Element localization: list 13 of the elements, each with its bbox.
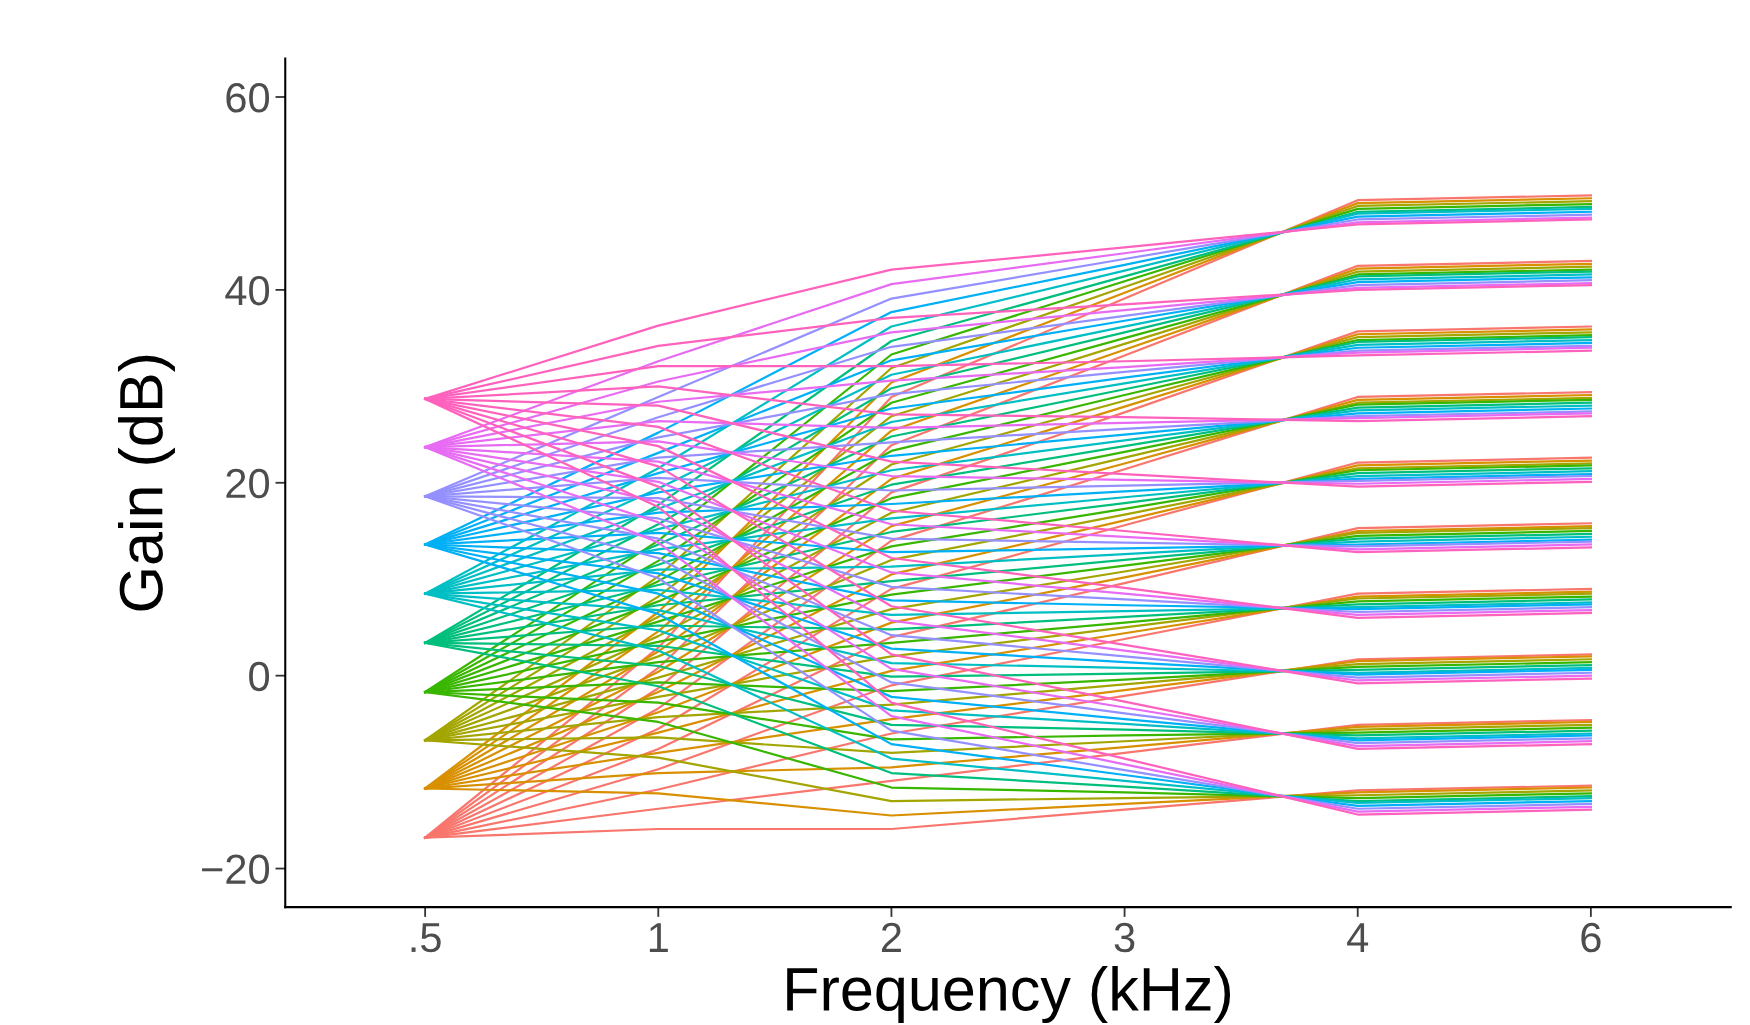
y-axis-title: Gain (dB) [118,355,175,611]
x-tick-label: 1 [649,923,668,952]
x-tick-label: 3 [1114,922,1135,953]
x-tick-label: 6 [1581,922,1601,953]
y-tick-label: 40 [225,275,270,306]
x-tick-label: 4 [1347,923,1369,952]
y-tick-label: 60 [226,83,270,113]
y-tick-label: −20 [202,854,270,885]
x-tick-label: .5 [411,923,441,953]
y-tick-label: 0 [249,661,270,692]
y-tick-label: 20 [226,468,270,499]
x-tick-label: 2 [881,922,901,952]
x-axis-title: Frequency (kHz) [787,966,1231,1024]
